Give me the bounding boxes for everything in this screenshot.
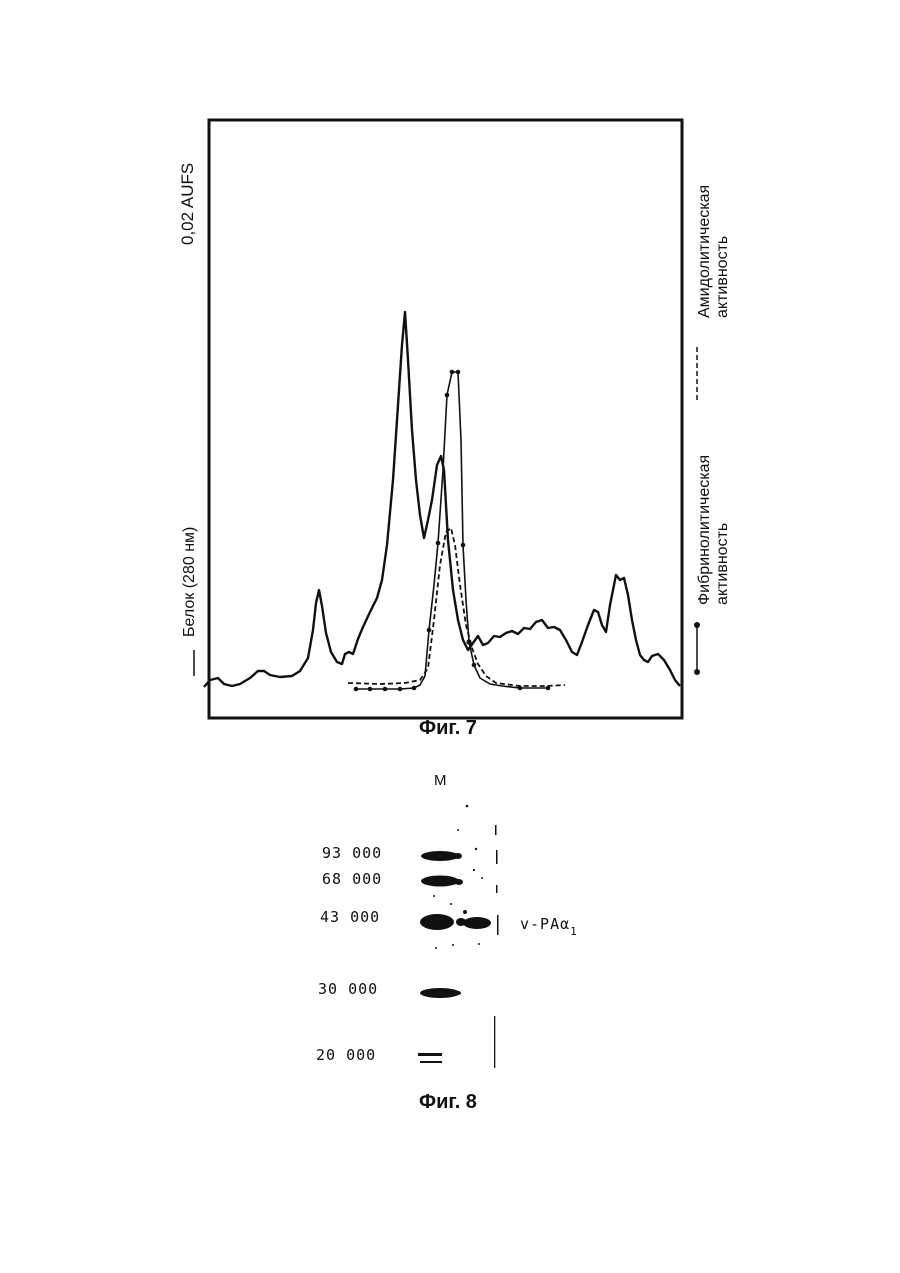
marker-93000: 93 000 xyxy=(322,844,382,862)
figure-7-chart: 0,02 AUFS Белок (280 нм) Фибринолитическ… xyxy=(0,0,900,760)
sample-band xyxy=(456,910,491,929)
fibrinolytic-legend-label-1: Фибринолитическая xyxy=(696,455,713,605)
protein-legend-label: Белок (280 нм) xyxy=(181,527,198,637)
marker-bands xyxy=(418,851,463,1063)
band-label-vpa: v-PAα1 xyxy=(520,915,578,938)
fibrinolytic-legend-label-2: активность xyxy=(714,523,731,605)
lane-label-m: M xyxy=(434,772,447,789)
marker-20000: 20 000 xyxy=(316,1046,376,1064)
band-label-subscript: 1 xyxy=(570,925,578,938)
scale-label: 0,02 AUFS xyxy=(178,163,197,245)
amidolytic-legend-label-2: активность xyxy=(714,236,731,318)
amidolytic-legend-label-1: Амидолитическая xyxy=(696,185,713,318)
band-label-main: v-PAα xyxy=(520,915,570,933)
marker-68000: 68 000 xyxy=(322,870,382,888)
marker-30000: 30 000 xyxy=(318,980,378,998)
protein-trace xyxy=(204,312,680,687)
marker-43000: 43 000 xyxy=(320,908,380,926)
fibrinolytic-legend-symbol xyxy=(694,622,700,675)
figure-7-caption: Фиг. 7 xyxy=(419,717,477,740)
figure-8-caption: Фиг. 8 xyxy=(419,1091,477,1114)
gel-speckles xyxy=(433,805,499,1068)
